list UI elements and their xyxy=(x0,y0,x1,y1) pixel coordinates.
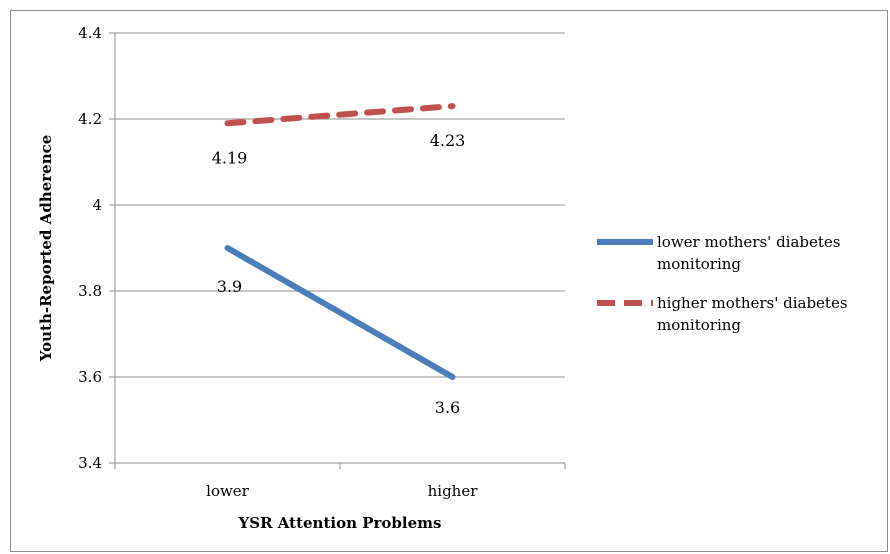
y-tick-label: 3.6 xyxy=(78,368,102,386)
x-tick-label: higher xyxy=(428,482,479,500)
x-tick-label: lower xyxy=(206,482,250,500)
y-tick-label: 4.4 xyxy=(78,24,102,42)
data-labels: 3.9 3.6 4.19 4.23 xyxy=(212,131,466,417)
x-tick-labels: lower higher xyxy=(206,482,478,500)
series-line-lower-monitoring xyxy=(224,245,456,380)
gridlines xyxy=(115,32,565,378)
y-tick-label: 3.8 xyxy=(78,282,102,300)
legend-label: higher mothers' diabetes xyxy=(657,294,848,312)
legend-label: monitoring xyxy=(657,255,741,273)
series-lines xyxy=(224,103,456,380)
data-label: 3.6 xyxy=(435,398,460,417)
legend-label: monitoring xyxy=(657,316,741,334)
series-line-higher-monitoring xyxy=(224,103,456,127)
data-label: 3.9 xyxy=(217,277,242,296)
y-tick-label: 3.4 xyxy=(78,454,102,472)
x-axis-title: YSR Attention Problems xyxy=(238,514,442,532)
data-label: 4.23 xyxy=(430,131,466,150)
axes xyxy=(109,32,566,469)
data-label: 4.19 xyxy=(212,148,248,167)
y-tick-labels: 3.4 3.6 3.8 4 4.2 4.4 xyxy=(78,24,102,472)
legend: lower mothers' diabetes monitoring higher … xyxy=(597,233,848,334)
chart-frame xyxy=(10,10,888,552)
y-tick-label: 4.2 xyxy=(78,110,102,128)
y-axis-title: Youth-Reported Adherence xyxy=(37,135,55,363)
legend-label: lower mothers' diabetes xyxy=(657,233,841,251)
y-tick-label: 4 xyxy=(92,196,102,214)
